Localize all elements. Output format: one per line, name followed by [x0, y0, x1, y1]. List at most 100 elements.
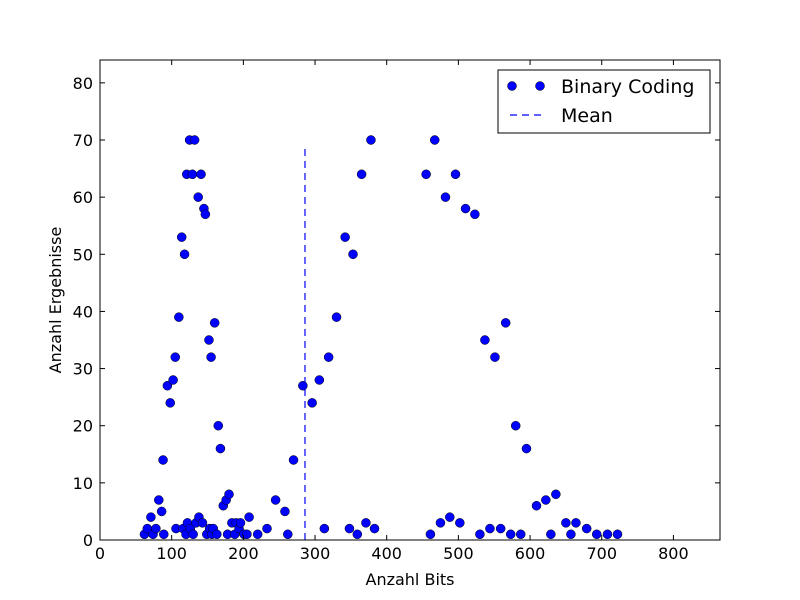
data-point-32: [200, 209, 211, 220]
data-point-64: [319, 523, 330, 534]
data-point-8: [159, 529, 169, 540]
data-point-15: [176, 232, 187, 242]
data-point-39: [209, 318, 220, 328]
data-point-103: [591, 529, 602, 540]
x-tick-label-800: 800: [658, 544, 689, 563]
data-point-86: [480, 335, 490, 345]
data-point-75: [421, 169, 431, 180]
data-point-12: [170, 352, 181, 362]
y-tick-label-50: 50: [73, 245, 93, 264]
data-point-62: [307, 398, 317, 408]
x-tick-label-600: 600: [515, 544, 546, 563]
data-point-60: [288, 455, 299, 465]
data-point-42: [215, 443, 226, 454]
data-point-91: [505, 529, 516, 540]
data-point-102: [581, 523, 592, 534]
x-tick-label-100: 100: [156, 544, 187, 563]
plot-background: [100, 60, 720, 540]
data-point-7: [158, 455, 168, 465]
data-point-27: [193, 192, 203, 202]
data-point-69: [348, 249, 358, 260]
axes: [99, 59, 721, 541]
data-point-73: [366, 135, 376, 145]
data-point-70: [352, 529, 363, 540]
data-point-85: [475, 529, 485, 540]
data-point-81: [450, 169, 461, 180]
data-point-46: [224, 489, 234, 500]
data-point-36: [206, 352, 216, 362]
data-point-97: [546, 529, 556, 540]
data-point-77: [429, 135, 440, 145]
legend-marker-binary-coding-right: [535, 81, 545, 91]
y-tick-label-20: 20: [73, 417, 93, 436]
data-point-54: [244, 512, 254, 522]
data-point-105: [612, 529, 623, 540]
legend-label-binary-coding: Binary Coding: [561, 76, 694, 98]
data-point-29: [196, 169, 206, 180]
data-point-9: [162, 380, 173, 391]
legend-marker-binary-coding-left: [507, 81, 517, 91]
data-point-34: [204, 335, 214, 345]
data-point-66: [331, 312, 342, 322]
data-point-6: [156, 506, 167, 517]
y-tick-label-40: 40: [73, 302, 93, 321]
data-point-51: [235, 518, 246, 528]
legend-box: [497, 69, 711, 134]
data-point-17: [179, 249, 190, 260]
data-point-56: [262, 523, 272, 534]
data-point-87: [485, 523, 495, 534]
data-point-100: [566, 529, 576, 540]
data-point-4: [151, 523, 161, 534]
x-tick-label-200: 200: [228, 544, 259, 563]
data-point-92: [510, 420, 521, 431]
y-axis-ticks: 0 10 20 30 40 50 60 70 80: [73, 74, 720, 550]
data-point-89: [495, 523, 506, 534]
data-point-67: [340, 232, 350, 242]
data-point-40: [212, 529, 222, 540]
data-point-76: [425, 529, 436, 540]
data-point-95: [531, 500, 542, 511]
y-axis-label: Anzahl Ergebnisse: [46, 227, 65, 374]
data-point-98: [551, 489, 561, 500]
data-point-83: [460, 203, 471, 214]
data-point-94: [521, 443, 532, 454]
data-point-88: [490, 352, 500, 362]
x-tick-label-400: 400: [371, 544, 402, 563]
data-point-93: [515, 529, 526, 540]
axes-frame: [99, 59, 721, 541]
y-tick-label-60: 60: [73, 188, 93, 207]
data-point-24: [188, 529, 198, 540]
legend: Binary Coding Mean: [497, 69, 711, 134]
data-point-59: [283, 529, 293, 540]
x-axis-ticks: 0 100 200 300 400 500 600 700 800: [95, 60, 689, 563]
data-point-79: [440, 192, 451, 202]
y-tick-label-80: 80: [73, 74, 93, 93]
data-point-80: [445, 512, 455, 522]
data-point-30: [197, 518, 208, 528]
x-tick-label-700: 700: [586, 544, 617, 563]
x-tick-label-500: 500: [443, 544, 474, 563]
y-tick-label-70: 70: [73, 131, 93, 150]
y-tick-label-10: 10: [73, 474, 93, 493]
x-tick-label-300: 300: [300, 544, 331, 563]
data-point-14: [174, 312, 184, 322]
scatter-points: [139, 135, 623, 540]
data-point-41: [213, 420, 224, 431]
data-point-55: [252, 529, 263, 540]
data-point-2: [146, 512, 156, 522]
data-point-68: [344, 523, 355, 534]
data-point-10: [165, 398, 175, 408]
data-point-57: [270, 495, 281, 505]
data-point-65: [323, 352, 334, 362]
data-point-74: [369, 523, 380, 534]
data-point-5: [154, 495, 164, 505]
data-point-58: [280, 506, 290, 517]
data-point-53: [242, 529, 252, 540]
data-point-25: [189, 135, 200, 145]
y-tick-label-30: 30: [73, 360, 93, 379]
data-point-61: [298, 380, 308, 391]
data-point-78: [435, 518, 446, 528]
data-point-84: [470, 209, 480, 220]
data-point-96: [541, 495, 551, 505]
